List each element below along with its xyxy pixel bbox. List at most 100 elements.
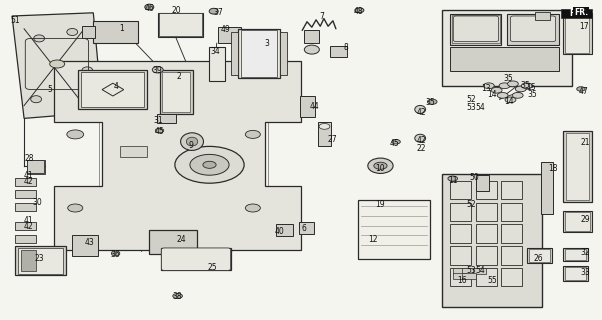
Bar	[566, 133, 589, 200]
Bar	[473, 268, 486, 274]
Bar	[442, 10, 572, 86]
Text: 6: 6	[302, 224, 306, 233]
Bar	[476, 203, 497, 221]
Text: 23: 23	[34, 254, 44, 263]
Text: 22: 22	[417, 144, 426, 153]
Text: 4: 4	[113, 82, 118, 91]
Bar	[527, 248, 552, 263]
Text: 45: 45	[389, 139, 399, 148]
Ellipse shape	[499, 83, 510, 89]
Bar	[450, 224, 471, 243]
Ellipse shape	[175, 147, 244, 183]
Text: 54: 54	[476, 103, 485, 112]
Text: 25: 25	[207, 263, 217, 272]
Text: 21: 21	[580, 138, 590, 147]
Bar	[476, 181, 497, 199]
Bar	[82, 26, 95, 38]
Bar	[330, 46, 347, 57]
Text: 54: 54	[476, 266, 485, 275]
Bar	[535, 12, 550, 20]
Bar	[529, 249, 550, 262]
Ellipse shape	[190, 155, 229, 175]
Text: 37: 37	[213, 8, 223, 17]
Bar	[541, 162, 553, 214]
Ellipse shape	[173, 293, 182, 299]
Text: 49: 49	[221, 25, 231, 34]
Bar	[501, 203, 522, 221]
Bar	[358, 200, 430, 259]
Bar	[563, 248, 588, 261]
Ellipse shape	[209, 8, 218, 14]
Text: 5: 5	[48, 85, 52, 94]
Bar	[93, 21, 138, 43]
Text: 35: 35	[528, 90, 538, 99]
Text: 29: 29	[580, 215, 590, 224]
Text: 50: 50	[470, 173, 479, 182]
Ellipse shape	[186, 137, 197, 146]
Text: 2: 2	[176, 72, 181, 81]
Bar	[450, 47, 559, 71]
Ellipse shape	[505, 97, 516, 103]
Bar	[299, 222, 314, 234]
Ellipse shape	[368, 158, 393, 173]
Bar	[462, 273, 476, 279]
Polygon shape	[54, 61, 301, 250]
Text: 17: 17	[579, 22, 589, 31]
Bar	[81, 72, 144, 107]
Bar	[453, 268, 466, 274]
Text: 33: 33	[580, 268, 590, 277]
Bar	[158, 13, 203, 37]
Bar	[563, 131, 592, 202]
Text: 26: 26	[534, 254, 544, 263]
Text: 41: 41	[24, 171, 34, 180]
Ellipse shape	[49, 60, 64, 68]
Text: 24: 24	[177, 235, 187, 244]
Bar	[476, 246, 497, 265]
Bar	[21, 250, 36, 271]
Text: 45: 45	[155, 127, 164, 136]
Ellipse shape	[67, 130, 84, 139]
Text: 20: 20	[172, 6, 181, 15]
Bar	[15, 222, 36, 230]
Text: 30: 30	[33, 198, 42, 207]
Ellipse shape	[144, 4, 154, 10]
Bar	[15, 203, 36, 211]
Ellipse shape	[304, 45, 319, 54]
Bar	[209, 47, 225, 81]
Ellipse shape	[34, 35, 45, 42]
Bar	[72, 235, 98, 256]
Text: 31: 31	[154, 116, 163, 124]
Bar	[300, 96, 315, 117]
Text: 53: 53	[466, 266, 476, 275]
Text: 34: 34	[211, 47, 220, 56]
Bar	[501, 246, 522, 265]
Text: 15: 15	[526, 83, 536, 92]
Text: 53: 53	[466, 103, 476, 112]
Text: 42: 42	[24, 177, 34, 186]
Text: 13: 13	[482, 84, 491, 92]
FancyBboxPatch shape	[161, 248, 231, 270]
Bar	[161, 248, 231, 270]
Text: 3: 3	[264, 39, 269, 48]
Bar	[120, 146, 147, 157]
Bar	[507, 14, 559, 45]
Bar	[238, 29, 280, 78]
Bar	[27, 160, 45, 174]
Ellipse shape	[203, 161, 216, 168]
Ellipse shape	[319, 124, 330, 129]
Ellipse shape	[82, 67, 93, 74]
Ellipse shape	[111, 251, 120, 256]
Text: 28: 28	[24, 154, 34, 163]
Text: 42: 42	[417, 136, 426, 145]
Bar	[157, 114, 176, 123]
Text: 35: 35	[504, 74, 514, 83]
Ellipse shape	[152, 67, 163, 73]
Bar	[218, 27, 241, 43]
Text: 44: 44	[309, 102, 319, 111]
Ellipse shape	[512, 92, 523, 98]
Text: 40: 40	[275, 228, 285, 236]
Ellipse shape	[31, 96, 42, 103]
Bar	[462, 268, 476, 274]
Text: FR.: FR.	[569, 9, 584, 18]
Text: 52: 52	[466, 200, 476, 209]
